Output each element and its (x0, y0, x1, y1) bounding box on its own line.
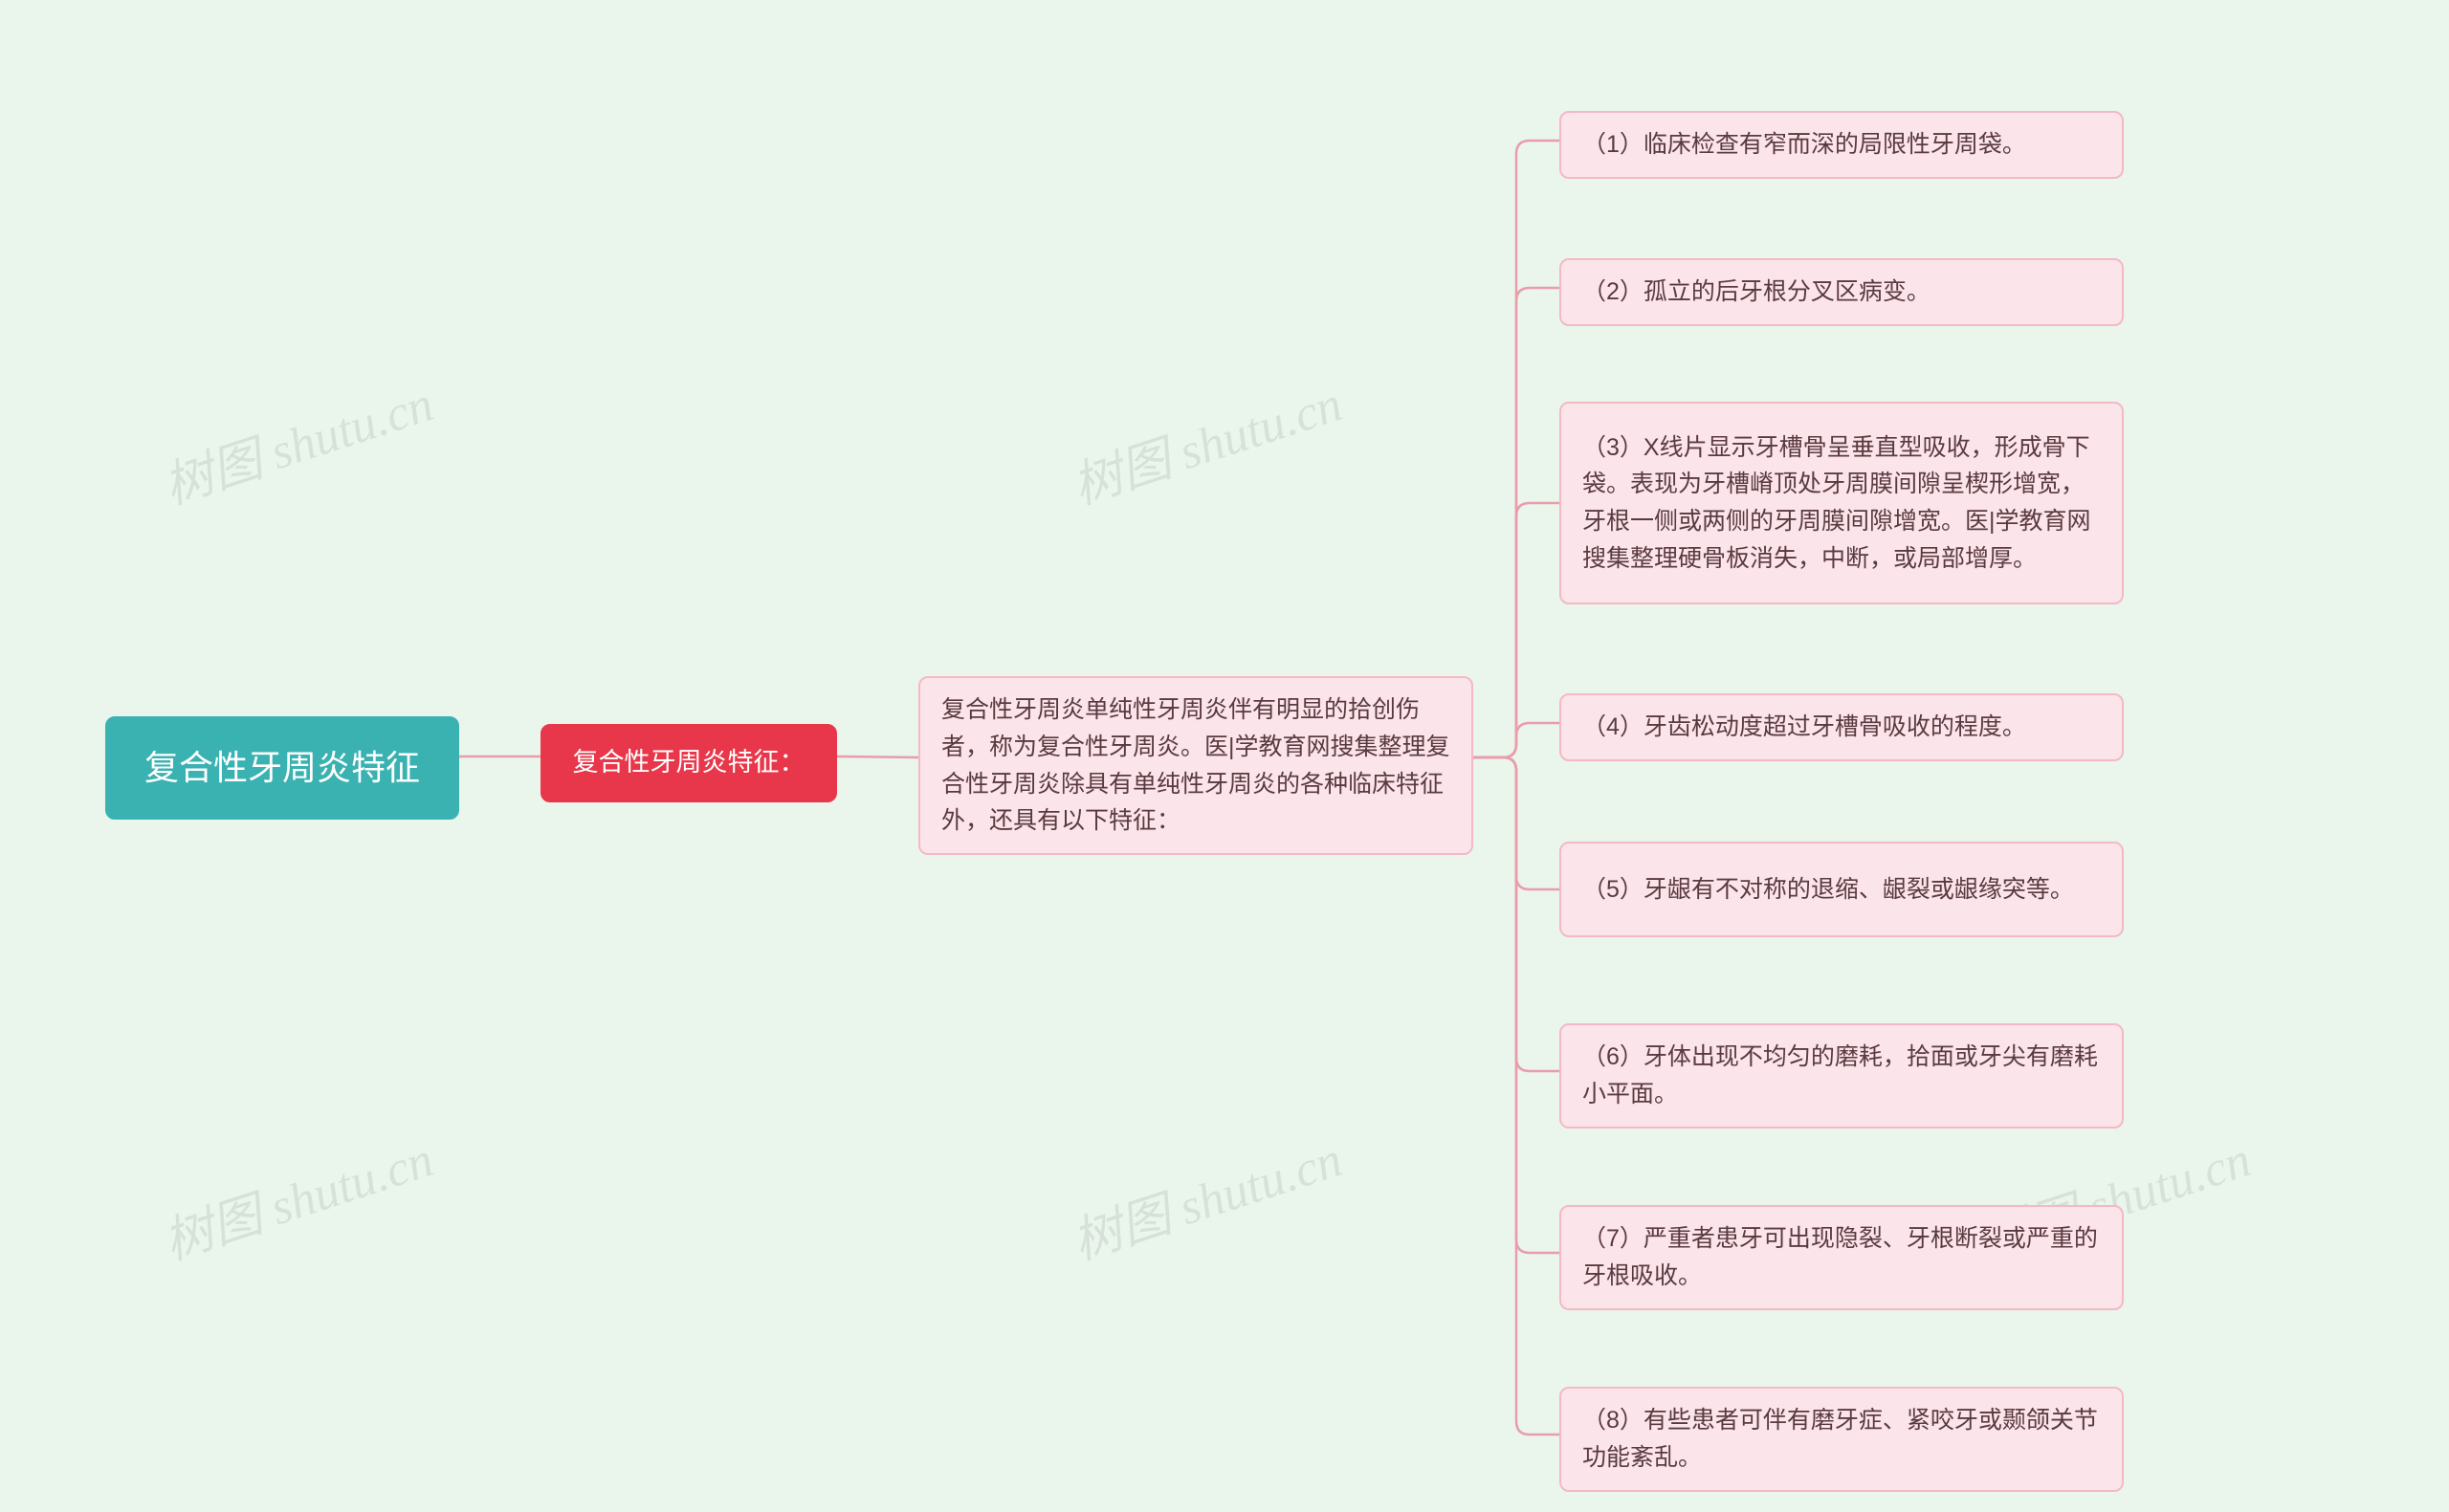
leaf-label: （2）孤立的后牙根分叉区病变。 (1582, 274, 1931, 311)
leaf-node[interactable]: （2）孤立的后牙根分叉区病变。 (1559, 258, 2124, 326)
leaf-node[interactable]: （1）临床检查有窄而深的局限性牙周袋。 (1559, 111, 2124, 179)
leaf-node[interactable]: （4）牙齿松动度超过牙槽骨吸收的程度。 (1559, 693, 2124, 761)
level1-node[interactable]: 复合性牙周炎特征： (541, 724, 837, 802)
level2-label: 复合性牙周炎单纯性牙周炎伴有明显的拾创伤者，称为复合性牙周炎。医|学教育网搜集整… (941, 691, 1450, 840)
connector (1473, 503, 1559, 757)
leaf-node[interactable]: （3）X线片显示牙槽骨呈垂直型吸收，形成骨下袋。表现为牙槽嵴顶处牙周膜间隙呈楔形… (1559, 402, 2124, 604)
connector (837, 756, 918, 757)
level1-label: 复合性牙周炎特征： (573, 743, 805, 783)
leaf-label: （6）牙体出现不均匀的磨耗，拾面或牙尖有磨耗小平面。 (1582, 1039, 2101, 1113)
leaf-label: （4）牙齿松动度超过牙槽骨吸收的程度。 (1582, 709, 2026, 746)
leaf-label: （1）临床检查有窄而深的局限性牙周袋。 (1582, 126, 2026, 164)
connector (1473, 757, 1559, 1435)
leaf-node[interactable]: （5）牙龈有不对称的退缩、龈裂或龈缘突等。 (1559, 842, 2124, 937)
leaf-label: （8）有些患者可伴有磨牙症、紧咬牙或颞颌关节功能紊乱。 (1582, 1402, 2101, 1477)
level2-node[interactable]: 复合性牙周炎单纯性牙周炎伴有明显的拾创伤者，称为复合性牙周炎。医|学教育网搜集整… (918, 676, 1473, 855)
leaf-node[interactable]: （8）有些患者可伴有磨牙症、紧咬牙或颞颌关节功能紊乱。 (1559, 1387, 2124, 1492)
root-node[interactable]: 复合性牙周炎特征 (105, 716, 459, 820)
leaf-label: （3）X线片显示牙槽骨呈垂直型吸收，形成骨下袋。表现为牙槽嵴顶处牙周膜间隙呈楔形… (1582, 429, 2101, 578)
root-label: 复合性牙周炎特征 (144, 741, 420, 795)
leaf-label: （5）牙龈有不对称的退缩、龈裂或龈缘突等。 (1582, 871, 2074, 909)
leaf-node[interactable]: （7）严重者患牙可出现隐裂、牙根断裂或严重的牙根吸收。 (1559, 1205, 2124, 1310)
leaf-node[interactable]: （6）牙体出现不均匀的磨耗，拾面或牙尖有磨耗小平面。 (1559, 1023, 2124, 1129)
leaf-label: （7）严重者患牙可出现隐裂、牙根断裂或严重的牙根吸收。 (1582, 1220, 2101, 1295)
